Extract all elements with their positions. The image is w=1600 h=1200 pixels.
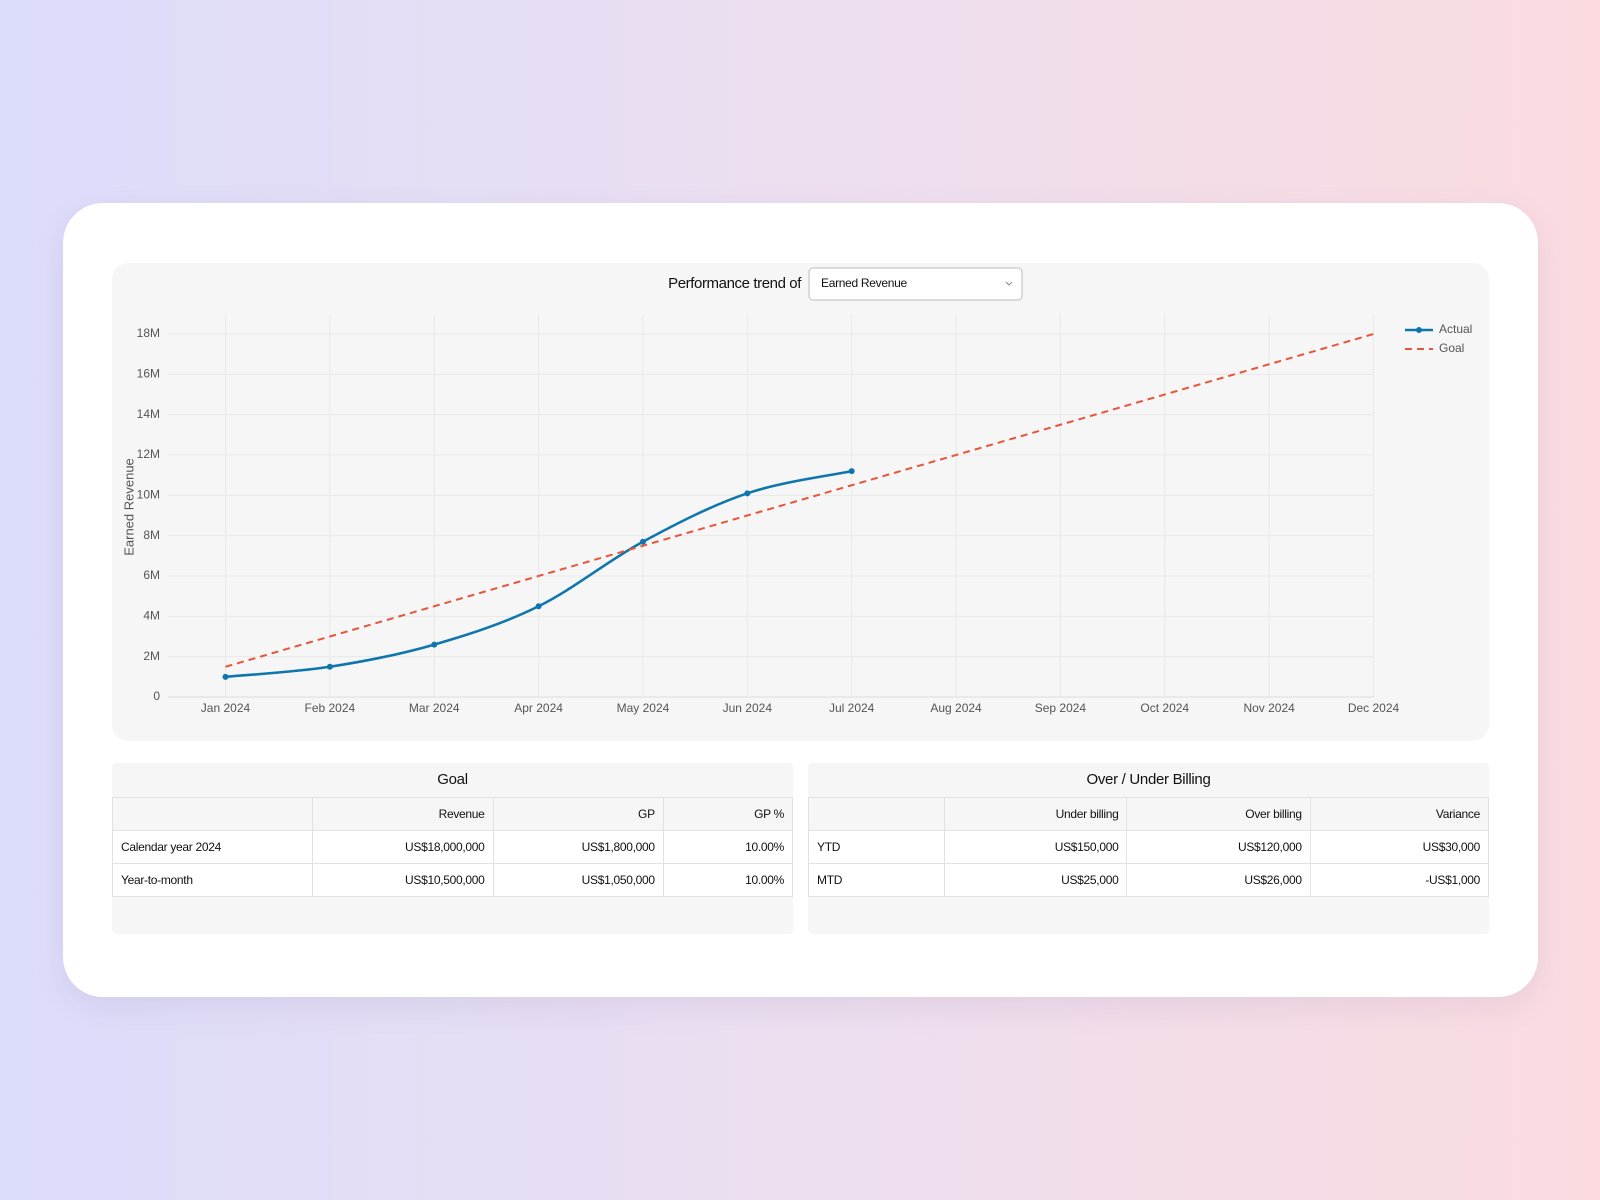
y-tick-label: 18M (137, 326, 160, 340)
chevron (1005, 281, 1013, 286)
x-tick-label: Dec 2024 (1348, 701, 1400, 715)
table-cell: US$1,800,000 (492, 830, 664, 864)
y-tick-label: 10M (137, 488, 160, 502)
x-tick-label: Apr 2024 (514, 701, 563, 715)
y-tick-label: 6M (143, 568, 160, 582)
header-cell: Variance (1309, 797, 1490, 831)
data-point (326, 663, 333, 670)
table-cell: US$120,000 (1126, 830, 1311, 864)
y-tick-label: 0 (153, 689, 160, 703)
table-row: YTD US$150,000 US$120,000 US$30,000 (807, 830, 1490, 864)
y-axis-title: Earned Revenue (121, 458, 136, 556)
x-tick-label: Oct 2024 (1140, 701, 1189, 715)
data-point (222, 673, 229, 680)
header-row: Under billing Over billing Variance (807, 797, 1490, 831)
x-tick-label: Nov 2024 (1243, 701, 1295, 715)
table-cell: US$30,000 (1309, 830, 1490, 864)
legend-label: Actual (1439, 322, 1472, 336)
table-title: Over / Under Billing (1086, 771, 1211, 788)
series-line (225, 333, 1374, 668)
header-cell: Under billing (944, 797, 1128, 831)
table-cell: US$18,000,000 (312, 830, 494, 864)
data-point (639, 538, 646, 545)
table-cell: -US$1,000 (1309, 863, 1490, 897)
table-row: Calendar year 2024 US$18,000,000 US$1,800,… (111, 830, 794, 864)
x-tick-label: Aug 2024 (930, 701, 982, 715)
y-tick-label: 4M (143, 609, 160, 623)
x-tick-label: Jan 2024 (201, 701, 251, 715)
chart: Performance trend of Earned Revenue Earn… (121, 267, 1472, 715)
billing-table: Under billing Over billing Variance YTD US$1… (807, 797, 1490, 897)
table-cell: 10.00% (662, 863, 794, 897)
header-cell: GP % (662, 797, 794, 831)
legend-label: Goal (1439, 341, 1464, 355)
table-cell: Calendar year 2024 (111, 830, 314, 864)
header-cell (807, 797, 946, 831)
billing-panel: Over / Under Billing Under billing Over b… (807, 763, 1490, 934)
y-tick-label: 14M (137, 407, 160, 421)
header-cell (111, 797, 314, 831)
header-label: Performance trend of (668, 275, 802, 292)
table-cell: YTD (807, 830, 946, 864)
table-cell: Year-to-month (111, 863, 314, 897)
table-cell: US$1,050,000 (492, 863, 664, 897)
x-tick-label: Jul 2024 (829, 701, 875, 715)
table-row: Year-to-month US$10,500,000 US$1,050,000 10… (111, 863, 794, 897)
table-cell: US$150,000 (944, 830, 1128, 864)
y-tick-label: 8M (143, 528, 160, 542)
x-tick-label: Mar 2024 (409, 701, 460, 715)
header-cell: GP (492, 797, 664, 831)
table-cell: US$10,500,000 (312, 863, 494, 897)
header-cell: Revenue (312, 797, 494, 831)
legend-marker (1416, 327, 1422, 333)
x-tick-label: May 2024 (617, 701, 670, 715)
goal-table: Revenue GP GP % Calendar year 2024 US$18,000… (111, 797, 794, 897)
table-cell: 10.00% (662, 830, 794, 864)
table-cell: MTD (807, 863, 946, 897)
table-cell: US$25,000 (944, 863, 1128, 897)
goal-panel: Goal Revenue GP GP % Calendar year 2024 US$1… (111, 763, 794, 934)
data-point (535, 603, 542, 610)
table-row: MTD US$25,000 US$26,000 -US$1,000 (807, 863, 1490, 897)
data-point (744, 490, 751, 497)
selector-value: Earned Revenue (821, 276, 907, 290)
data-point (848, 468, 855, 475)
header-cell: Over billing (1126, 797, 1311, 831)
x-tick-label: Feb 2024 (305, 701, 356, 715)
x-tick-label: Jun 2024 (723, 701, 773, 715)
y-tick-label: 16M (137, 367, 160, 381)
y-tick-label: 2M (143, 649, 160, 663)
data-point (431, 641, 438, 648)
x-tick-label: Sep 2024 (1035, 701, 1087, 715)
y-tick-label: 12M (137, 447, 160, 461)
header-row: Revenue GP GP % (111, 797, 794, 831)
selector[interactable] (808, 267, 1023, 301)
table-title: Goal (437, 771, 468, 788)
chart-panel: Performance trend of Earned Revenue Earn… (112, 263, 1489, 741)
table-cell: US$26,000 (1126, 863, 1311, 897)
